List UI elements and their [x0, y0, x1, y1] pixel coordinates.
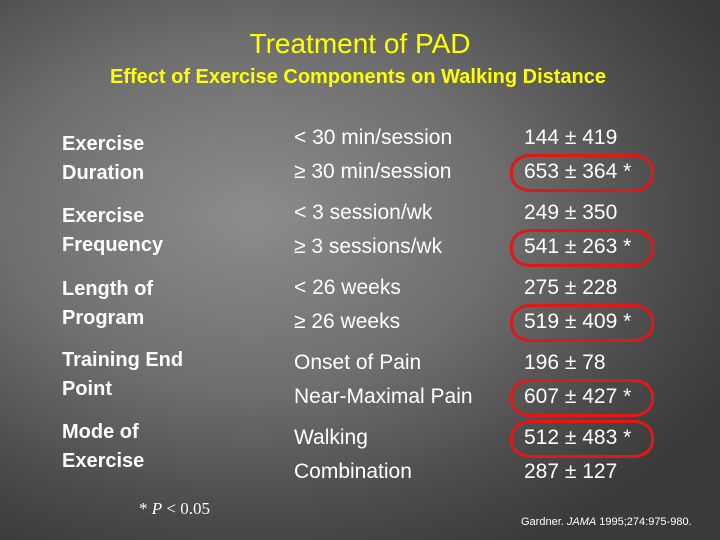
- row-label: Exercise Frequency: [62, 202, 163, 260]
- row-label: Exercise Duration: [62, 130, 144, 188]
- row-conditions: Walking Combination: [294, 421, 412, 489]
- row-label: Training End Point: [62, 346, 183, 404]
- value-text: 249 ± 350: [524, 201, 618, 224]
- citation-reference: 1995;274:975-980.: [596, 516, 692, 528]
- slide-subtitle: Effect of Exercise Components on Walking…: [109, 66, 607, 88]
- condition-text: < 26 weeks: [294, 276, 401, 299]
- highlight-ellipse: [510, 154, 654, 192]
- condition-text: < 3 session/wk: [294, 201, 433, 224]
- value-text: 287 ± 127: [524, 460, 618, 483]
- row-label-line1: Exercise: [62, 205, 145, 227]
- highlight-ellipse: [510, 420, 654, 458]
- value-text: 196 ± 78: [524, 351, 606, 374]
- value-text: 541 ± 263 *: [524, 235, 632, 258]
- row-values: 512 ± 483 * 287 ± 127: [524, 421, 631, 489]
- value-text: 519 ± 409 *: [524, 310, 632, 333]
- citation: Gardner. JAMA 1995;274:975-980.: [521, 516, 692, 528]
- row-conditions: Onset of Pain Near-Maximal Pain: [294, 346, 473, 414]
- condition-text: ≥ 30 min/session: [294, 160, 452, 183]
- row-values: 196 ± 78 607 ± 427 *: [524, 346, 631, 414]
- footnote-threshold: < 0.05: [166, 499, 210, 518]
- value-text: 512 ± 483 *: [524, 426, 632, 449]
- condition-text: ≥ 3 sessions/wk: [294, 235, 443, 258]
- row-label-line1: Training End: [62, 349, 184, 371]
- condition-text: < 30 min/session: [294, 126, 453, 149]
- citation-journal: JAMA: [566, 516, 597, 528]
- row-label-line2: Duration: [62, 162, 145, 184]
- row-values: 249 ± 350 541 ± 263 *: [524, 196, 631, 264]
- value-text: 607 ± 427 *: [524, 385, 632, 408]
- condition-text: Onset of Pain: [294, 351, 422, 374]
- value-text: 275 ± 228: [524, 276, 618, 299]
- citation-author: Gardner.: [521, 516, 567, 528]
- row-label: Mode of Exercise: [62, 418, 144, 476]
- value-text: 653 ± 364 *: [524, 160, 632, 183]
- footnote-star: *: [139, 499, 148, 518]
- row-label-line2: Frequency: [62, 234, 164, 256]
- row-conditions: < 26 weeks ≥ 26 weeks: [294, 271, 401, 339]
- row-conditions: < 30 min/session ≥ 30 min/session: [294, 121, 452, 189]
- row-label-line2: Point: [62, 378, 112, 400]
- highlight-ellipse: [510, 304, 654, 342]
- highlight-ellipse: [510, 379, 654, 417]
- condition-text: Combination: [294, 460, 412, 483]
- condition-text: Walking: [294, 426, 368, 449]
- value-text: 144 ± 419: [524, 126, 618, 149]
- row-label-line1: Exercise: [62, 133, 145, 155]
- footnote: * P < 0.05: [139, 499, 210, 519]
- condition-text: Near-Maximal Pain: [294, 385, 473, 408]
- highlight-ellipse: [510, 229, 654, 267]
- row-conditions: < 3 session/wk ≥ 3 sessions/wk: [294, 196, 442, 264]
- row-values: 275 ± 228 519 ± 409 *: [524, 271, 631, 339]
- row-label: Length of Program: [62, 275, 153, 333]
- row-label-line1: Mode of: [62, 421, 139, 443]
- row-label-line1: Length of: [62, 278, 154, 300]
- row-values: 144 ± 419 653 ± 364 *: [524, 121, 631, 189]
- row-label-line2: Exercise: [62, 450, 145, 472]
- slide-title: Treatment of PAD: [249, 28, 471, 59]
- row-label-line2: Program: [62, 307, 145, 329]
- condition-text: ≥ 26 weeks: [294, 310, 401, 333]
- footnote-p: P: [151, 499, 163, 518]
